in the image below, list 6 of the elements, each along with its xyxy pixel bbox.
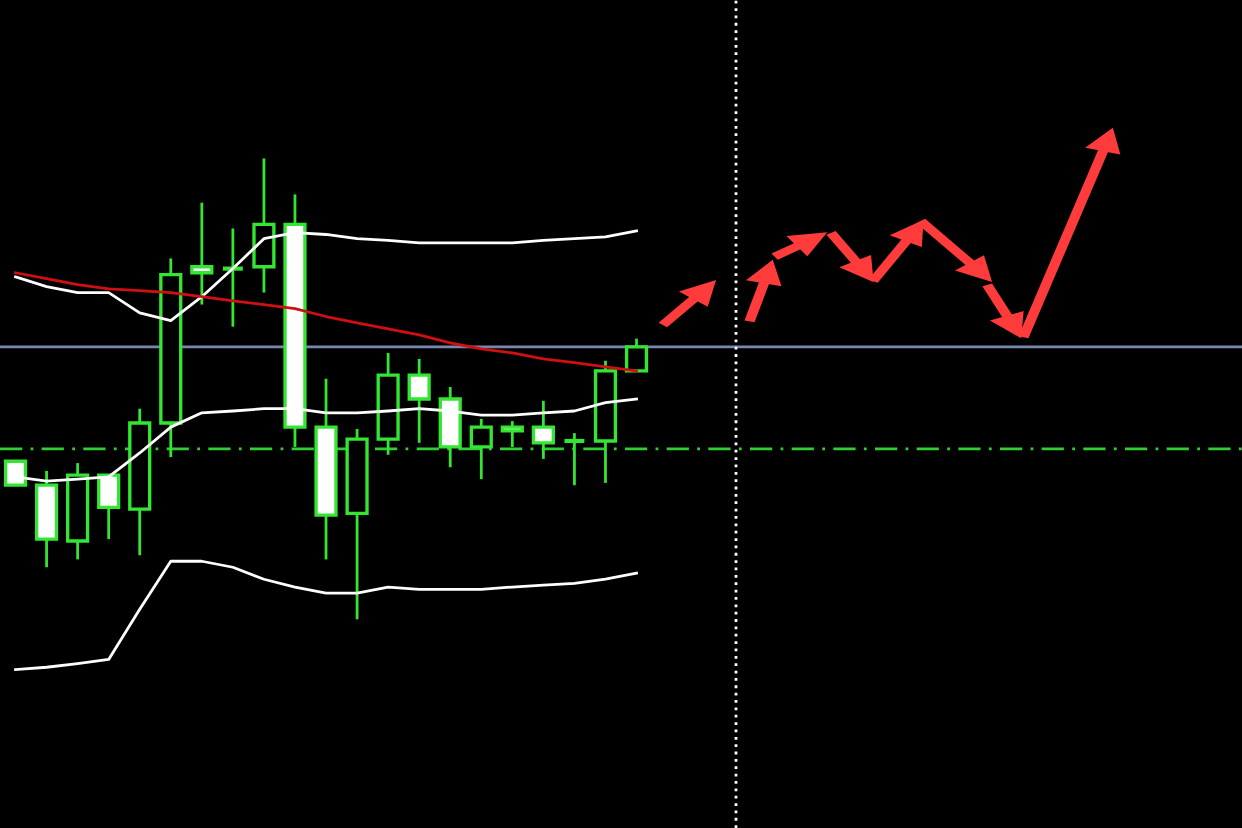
- candlestick: [500, 419, 524, 449]
- candlestick: [624, 337, 649, 373]
- candlestick: [562, 431, 587, 487]
- candlestick: [252, 157, 276, 294]
- candlestick: [469, 417, 493, 481]
- candlestick: [220, 227, 245, 329]
